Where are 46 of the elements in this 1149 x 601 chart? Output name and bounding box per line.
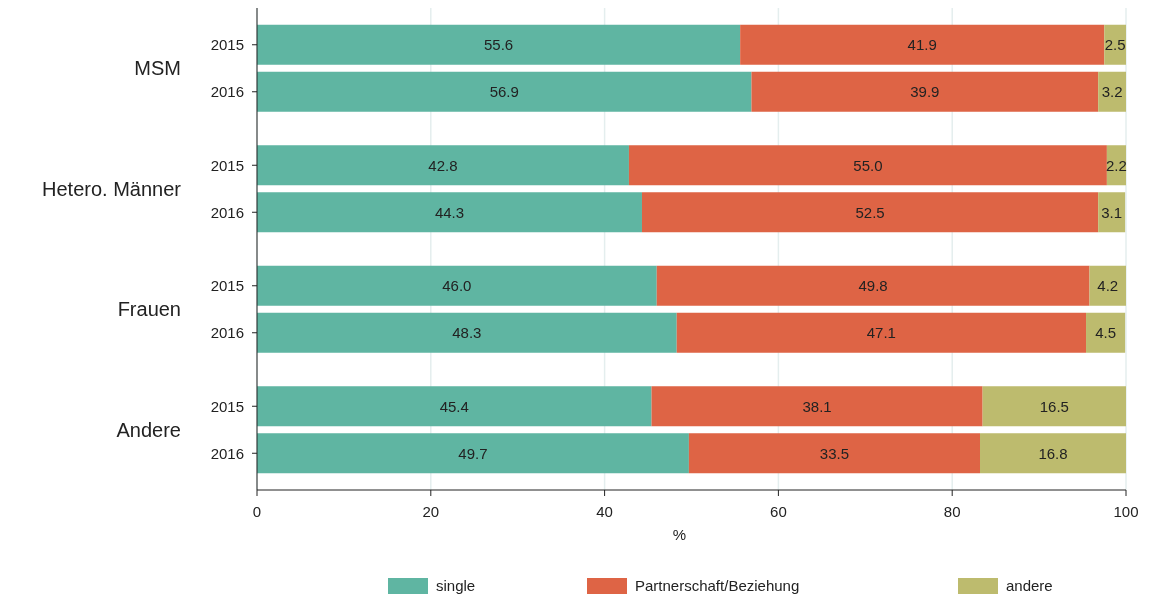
data-label: 3.1 bbox=[1101, 203, 1123, 221]
data-label: 3.2 bbox=[1101, 83, 1123, 100]
x-tick-label: 80 bbox=[943, 503, 961, 520]
x-tick-label: 40 bbox=[596, 503, 613, 520]
data-label: 55.0 bbox=[853, 156, 883, 174]
data-label: 16.8 bbox=[1038, 444, 1068, 462]
data-label: 49.7 bbox=[458, 444, 488, 462]
data-label: 46.0 bbox=[442, 277, 472, 294]
data-label: 4.5 bbox=[1095, 324, 1117, 341]
text: Hetero. Männer bbox=[42, 177, 182, 200]
data-label: 42.8 bbox=[428, 156, 458, 174]
data-label: 2.2 bbox=[1106, 156, 1127, 174]
x-tick-label: 0 bbox=[252, 503, 262, 520]
data-label: 2.5 bbox=[1104, 36, 1126, 53]
data-label: 47.1 bbox=[866, 324, 896, 341]
data-label: 44.3 bbox=[434, 203, 465, 221]
data-label: 16.5 bbox=[1039, 397, 1069, 415]
x-tick-label: 20 bbox=[422, 503, 440, 520]
data-label: 56.9 bbox=[489, 83, 519, 100]
legend-label: andere bbox=[1006, 577, 1053, 595]
data-label: 55.6 bbox=[483, 36, 514, 53]
text: Frauen bbox=[117, 298, 181, 321]
y-tick-label: 2015 bbox=[210, 397, 244, 415]
legend-label: single bbox=[436, 577, 476, 595]
y-tick-label: 2016 bbox=[210, 324, 244, 341]
legend-label: Partnerschaft/Beziehung bbox=[635, 577, 800, 595]
data-label: 49.8 bbox=[858, 277, 888, 294]
data-label: 45.4 bbox=[439, 397, 469, 415]
text: MSM bbox=[134, 57, 181, 80]
x-axis-title: % bbox=[672, 526, 687, 543]
data-label: 33.5 bbox=[819, 444, 850, 462]
data-label: 48.3 bbox=[452, 324, 482, 341]
data-label: 41.9 bbox=[907, 36, 937, 53]
y-tick-label: 2016 bbox=[210, 444, 244, 462]
x-tick-label: 60 bbox=[770, 503, 787, 520]
text: Andere bbox=[116, 418, 181, 441]
data-label: 52.5 bbox=[855, 203, 885, 221]
x-tick-label: 100 bbox=[1113, 503, 1139, 520]
y-tick-label: 2015 bbox=[210, 36, 244, 53]
y-tick-label: 2016 bbox=[210, 203, 244, 221]
data-label: 4.2 bbox=[1097, 277, 1119, 294]
y-tick-label: 2016 bbox=[210, 83, 244, 100]
data-label: 38.1 bbox=[802, 397, 832, 415]
data-label: 39.9 bbox=[910, 83, 940, 100]
y-tick-label: 2015 bbox=[210, 156, 244, 174]
y-tick-label: 2015 bbox=[210, 277, 244, 294]
